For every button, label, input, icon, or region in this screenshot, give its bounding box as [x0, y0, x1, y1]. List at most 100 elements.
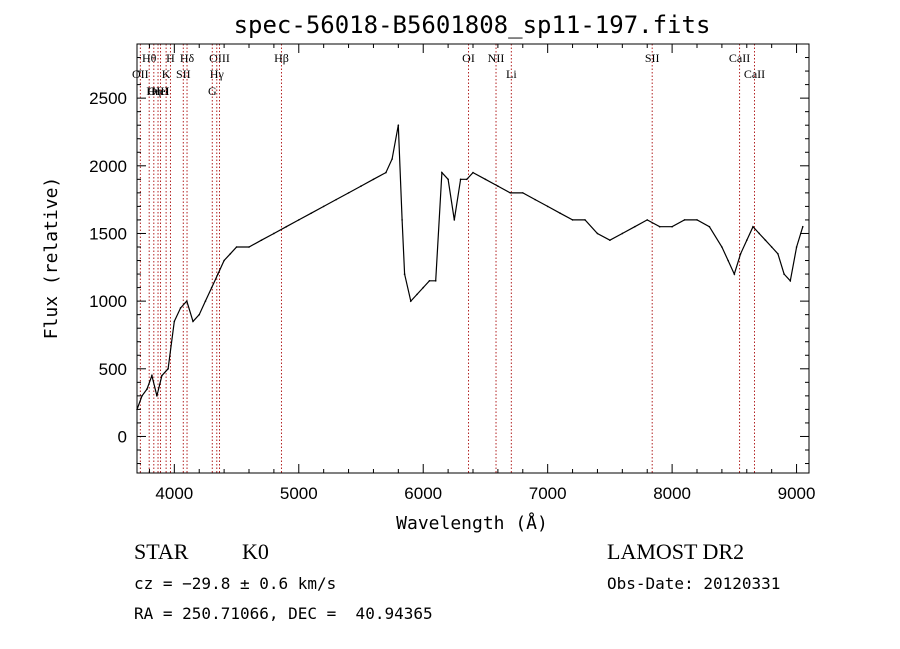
spectrum-point — [584, 219, 586, 221]
x-tick-label: 5000 — [280, 484, 318, 503]
spectrum-point — [646, 219, 649, 221]
spectrum-point — [671, 225, 673, 228]
spectrum-point — [322, 205, 325, 208]
spectrum-point — [758, 232, 761, 235]
spectrum-point — [465, 178, 468, 181]
spectrum-point — [789, 280, 792, 282]
spectrum-point — [391, 158, 393, 160]
spectrum-point — [347, 192, 350, 194]
spectrum-point — [310, 212, 313, 214]
spectrum-point — [453, 219, 456, 221]
spectrum-point — [795, 246, 798, 248]
spectrum-point — [151, 374, 153, 377]
spectrum-point — [210, 286, 213, 289]
spectrum-point — [484, 178, 487, 181]
x-tick-label: 4000 — [155, 484, 193, 503]
line-marker-label: CaII — [729, 51, 750, 65]
y-tick-label: 500 — [99, 360, 127, 379]
x-tick-label: 6000 — [404, 484, 442, 503]
spectrum-point — [497, 185, 499, 187]
spectrum-point — [385, 171, 387, 174]
y-tick-label: 2500 — [89, 89, 127, 108]
spectrum-point — [161, 374, 163, 377]
spectrum-point — [285, 225, 288, 228]
coordinates-readout: RA = 250.71066, DEC = 40.94365 — [134, 604, 433, 623]
line-marker-label: Hγ — [210, 67, 225, 81]
spectrum-point — [721, 246, 723, 248]
y-axis-label: Flux (relative) — [41, 177, 62, 340]
spectrum-point — [273, 232, 275, 235]
spectrum-point — [204, 300, 207, 302]
plot-frame — [136, 43, 810, 474]
line-marker-label: SII — [176, 67, 191, 81]
spectrum-point — [297, 219, 300, 221]
spectrum-point — [416, 293, 418, 296]
line-marker-label: Hη — [146, 84, 161, 98]
spectrum-point — [534, 198, 537, 201]
y-tick-label: 1500 — [89, 224, 127, 243]
line-marker-label: OI — [462, 51, 475, 65]
line-marker-label: Li — [506, 67, 517, 81]
spectrum-point — [546, 205, 549, 208]
axis-ticks: 4000 5000 6000 7000 8000 9000 0 500 1000 1500 2000… — [89, 43, 816, 503]
spectrum-point — [335, 198, 337, 201]
line-marker-label: H — [166, 51, 175, 65]
line-marker-label: OIII — [209, 51, 230, 65]
spectrum-point — [401, 219, 403, 221]
spectrum-point — [633, 225, 636, 228]
spectrum-point — [658, 225, 661, 228]
spectrum-point — [422, 286, 425, 289]
spectrum-line — [136, 125, 804, 410]
chart-title: spec-56018-B5601808_sp11-197.fits — [234, 11, 711, 39]
y-tick-label: 2000 — [89, 157, 127, 176]
spectrum-point — [621, 232, 624, 235]
spectrum-point — [441, 171, 443, 174]
line-marker-label: OII — [132, 67, 149, 81]
spectrum-point — [403, 273, 406, 275]
spectrum-point — [770, 246, 773, 248]
spectrum-point — [708, 225, 711, 228]
spectrum-point — [745, 239, 748, 242]
spectrum-point — [409, 300, 412, 302]
x-tick-label: 7000 — [529, 484, 567, 503]
spectrum-point — [235, 246, 238, 248]
spectrum-point — [509, 192, 512, 194]
spectrum-point — [696, 219, 698, 221]
spectral-subclass: K0 — [242, 539, 269, 564]
line-marker-label: Hβ — [274, 51, 289, 65]
survey-name: LAMOST DR2 — [607, 539, 745, 564]
spectrum-point — [198, 313, 201, 316]
line-marker-label: Hδ — [180, 51, 195, 65]
spectrum-point — [447, 178, 449, 181]
spectrum-point — [764, 239, 767, 242]
line-marker-label: CaII — [744, 67, 765, 81]
spectrum-point — [434, 280, 437, 282]
spectrum-point — [459, 178, 462, 181]
spectrum-point — [146, 388, 148, 390]
spectrum-point — [360, 185, 362, 187]
x-tick-label: 8000 — [653, 484, 691, 503]
spectrum-point — [521, 192, 524, 194]
y-tick-label: 1000 — [89, 292, 127, 311]
x-axis-label: Wavelength (Å) — [396, 512, 548, 534]
y-tick-label: 0 — [118, 427, 127, 446]
spectrum-point — [229, 252, 232, 255]
spectrum-point — [372, 178, 375, 181]
spectrum-point — [167, 367, 169, 370]
spectrum-point — [739, 252, 742, 255]
x-tick-label: 9000 — [778, 484, 816, 503]
line-marker-label: NII — [488, 51, 505, 65]
spectrum-point — [571, 219, 574, 221]
spectrum-point — [777, 252, 779, 255]
observation-date: Obs-Date: 20120331 — [607, 574, 781, 593]
spectrum-point — [752, 225, 754, 228]
spectrum-point — [683, 219, 686, 221]
spectrum-point — [179, 307, 182, 309]
spectrum-point — [428, 280, 431, 282]
spectrum-point — [472, 171, 474, 174]
spectrum-point — [397, 124, 400, 126]
spectrum-point — [248, 246, 250, 248]
spectrum-point — [783, 273, 785, 275]
